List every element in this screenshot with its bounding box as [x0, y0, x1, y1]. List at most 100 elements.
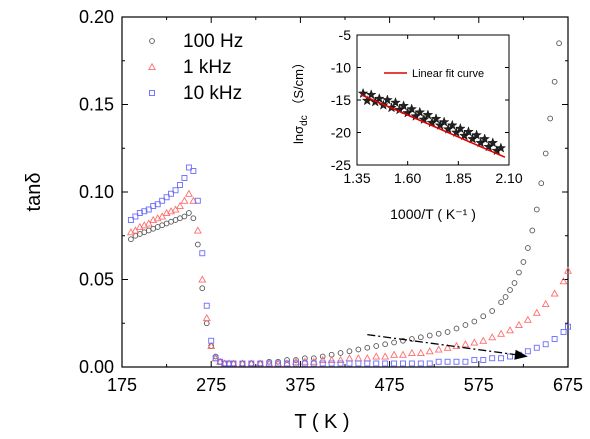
data-point — [382, 360, 389, 367]
data-point — [453, 358, 460, 365]
main-series-circle — [128, 40, 562, 367]
data-point — [462, 358, 469, 365]
data-point — [373, 360, 380, 367]
inset-data-point — [455, 122, 466, 134]
data-point — [364, 344, 371, 351]
inset-x-axis: 1.35 1.60 1.85 2.10 — [343, 35, 523, 186]
data-point — [230, 360, 237, 367]
data-point — [159, 197, 166, 204]
data-point — [470, 338, 479, 346]
data-point — [400, 360, 406, 367]
inset-x-tick-label: 1.60 — [394, 170, 421, 186]
data-point — [185, 164, 192, 171]
data-point — [390, 350, 399, 358]
data-point — [186, 210, 192, 216]
data-point — [239, 360, 246, 367]
inset-y-tick-label: -15 — [331, 92, 351, 108]
data-point — [409, 336, 415, 342]
legend-label: 1 kHz — [183, 57, 232, 78]
data-point — [565, 323, 571, 330]
data-point — [532, 308, 541, 316]
legend-label: 10 kHz — [183, 83, 242, 104]
data-point — [559, 277, 568, 285]
data-point — [319, 360, 326, 367]
data-point — [337, 360, 344, 367]
data-point — [520, 259, 527, 265]
data-point — [547, 115, 554, 122]
main-y-tick-label: 0.15 — [79, 95, 114, 115]
data-point — [461, 340, 470, 348]
inset-data-point — [430, 113, 442, 124]
data-point — [346, 360, 353, 367]
data-point — [511, 280, 518, 286]
data-point — [382, 341, 388, 348]
main-x-tick-label: 175 — [107, 375, 137, 395]
data-point — [345, 354, 354, 362]
trend-arrow-line — [367, 333, 522, 357]
data-point — [144, 219, 153, 227]
inset-y-axis-label: lnσdc （S/cm） — [291, 56, 310, 144]
data-point — [364, 360, 371, 367]
data-point — [480, 357, 487, 363]
data-point — [180, 196, 189, 204]
data-point — [480, 313, 487, 320]
inset-y-label-part: lnσ — [291, 126, 306, 144]
inset-data-point — [487, 137, 499, 148]
data-point — [523, 315, 532, 323]
data-point — [284, 357, 290, 363]
data-point — [266, 360, 273, 367]
data-point — [497, 329, 506, 337]
main-series-layer — [126, 40, 572, 367]
data-point — [318, 355, 327, 364]
trend-arrow-head — [514, 349, 528, 360]
inset-x-tick-label: 1.35 — [343, 170, 370, 186]
inset-data-point — [438, 116, 450, 127]
main-y-axis-label: tanδ — [23, 173, 45, 212]
inset-data-point — [495, 142, 507, 153]
data-point — [489, 308, 496, 314]
inset-data-point — [373, 93, 385, 104]
data-point — [514, 320, 523, 329]
inset-data-point — [446, 119, 458, 130]
data-point — [502, 294, 509, 300]
data-point — [471, 357, 478, 363]
data-point — [556, 40, 562, 47]
inset-y-tick-label: -10 — [331, 60, 351, 76]
data-point — [506, 326, 514, 334]
legend-label: 100 Hz — [183, 31, 243, 52]
data-point — [193, 226, 202, 234]
main-x-tick-label: 675 — [553, 375, 583, 395]
inset-data-point — [365, 89, 377, 100]
main-x-tick-label: 375 — [285, 375, 315, 395]
data-point — [150, 203, 157, 209]
inset-legend: Linear fit curve — [384, 68, 484, 80]
data-point — [407, 348, 416, 357]
data-point — [489, 355, 496, 362]
data-point — [381, 352, 390, 360]
inset-data-point — [422, 109, 434, 120]
inset-data-point — [479, 133, 490, 144]
data-point — [275, 360, 282, 367]
data-point — [176, 201, 184, 210]
data-point — [435, 358, 442, 365]
main-y-tick-label: 0.00 — [79, 357, 114, 377]
data-point — [453, 325, 460, 332]
data-point — [141, 208, 148, 215]
data-point — [194, 197, 201, 204]
data-point — [202, 313, 211, 322]
data-point — [181, 175, 188, 181]
main-series-triangle — [126, 189, 572, 367]
data-point — [190, 168, 197, 174]
main-legend: 100 Hz 1 kHz 10 kHz — [148, 31, 243, 104]
inset-x-tick-label: 2.10 — [495, 170, 522, 186]
main-x-tick-label: 575 — [464, 375, 494, 395]
data-point — [417, 360, 424, 367]
inset-data-point — [471, 129, 482, 140]
data-point — [168, 190, 175, 197]
data-point — [498, 299, 504, 306]
inset-legend-label: Linear fit curve — [412, 68, 484, 80]
data-point — [221, 360, 228, 367]
data-point — [444, 358, 451, 365]
data-point — [181, 213, 188, 220]
inset-data-point — [414, 106, 426, 117]
